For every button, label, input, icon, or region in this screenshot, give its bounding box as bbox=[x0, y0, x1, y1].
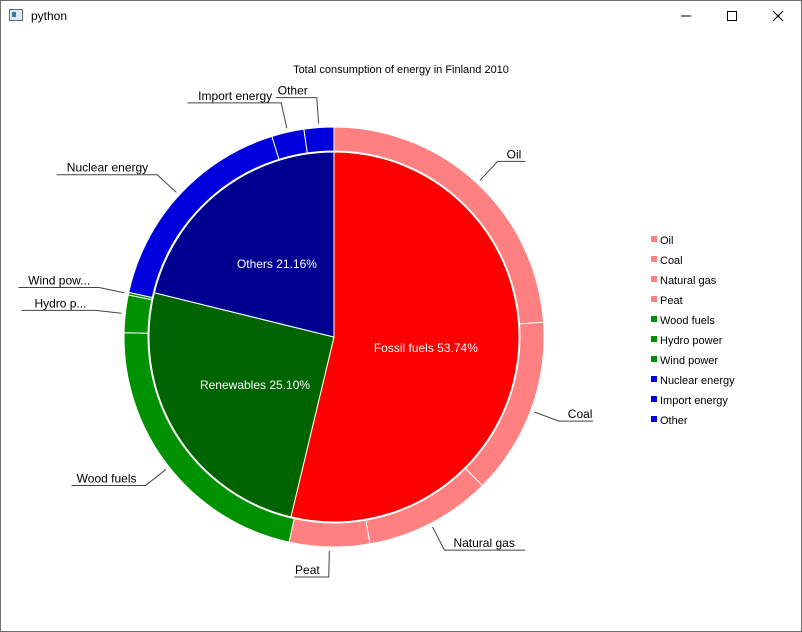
legend-swatch bbox=[651, 396, 657, 402]
callout-label: Nuclear energy bbox=[67, 161, 148, 175]
slice-label: Others 21.16% bbox=[237, 257, 317, 271]
callout-label: Hydro p... bbox=[34, 296, 86, 310]
legend-swatch bbox=[651, 236, 657, 242]
minimize-button[interactable] bbox=[663, 1, 709, 31]
chart-title: Total consumption of energy in Finland 2… bbox=[293, 64, 509, 76]
legend-item: Wind power bbox=[660, 355, 718, 367]
slice-label: Renewables 25.10% bbox=[200, 378, 310, 392]
callout-line bbox=[56, 174, 177, 193]
callout-line bbox=[294, 550, 330, 578]
title-bar[interactable]: python bbox=[1, 1, 801, 31]
pie-slice-fossil-fuels bbox=[290, 151, 520, 523]
legend-swatch bbox=[651, 316, 657, 322]
chart-canvas: Total consumption of energy in Finland 2… bbox=[18, 64, 735, 578]
callout-line bbox=[479, 160, 526, 181]
app-icon bbox=[9, 9, 23, 21]
legend-swatch bbox=[651, 356, 657, 362]
callout-label: Coal bbox=[568, 407, 593, 421]
callout-label: Wind pow... bbox=[28, 273, 90, 287]
ring-segment-hydro-power bbox=[123, 294, 153, 334]
callout-line bbox=[18, 286, 125, 294]
legend-item: Natural gas bbox=[660, 275, 717, 287]
slice-label: Fossil fuels 53.74% bbox=[374, 341, 478, 355]
ring-segment-other bbox=[303, 126, 335, 154]
legend-swatch bbox=[651, 276, 657, 282]
legend-swatch bbox=[651, 376, 657, 382]
maximize-icon bbox=[727, 11, 737, 21]
callout-label: Natural gas bbox=[453, 536, 514, 550]
callout-labels: Oil Coal Natural gas Peat Wood fuels Hydro p.… bbox=[18, 84, 594, 578]
callout-label: Wood fuels bbox=[77, 472, 137, 486]
pie-slice-others bbox=[153, 151, 335, 338]
callout-line bbox=[21, 309, 122, 314]
callout-label: Other bbox=[278, 84, 308, 98]
legend-item: Oil bbox=[660, 235, 673, 247]
callout-line bbox=[534, 411, 594, 422]
maximize-button[interactable] bbox=[709, 1, 755, 31]
callout-line bbox=[187, 102, 288, 129]
legend: Oil Coal Natural gas Peat Wood fuels Hydro po… bbox=[651, 235, 735, 427]
legend-item: Coal bbox=[660, 255, 683, 267]
legend-item: Other bbox=[660, 415, 688, 427]
legend-swatch bbox=[651, 256, 657, 262]
ring-segment-peat bbox=[288, 518, 371, 548]
legend-swatch bbox=[651, 336, 657, 342]
callout-line bbox=[275, 97, 320, 124]
callout-label: Peat bbox=[295, 563, 320, 577]
pie-slice-renewables bbox=[148, 292, 335, 518]
callout-label: Import energy bbox=[198, 89, 272, 103]
legend-item: Peat bbox=[660, 295, 683, 307]
callout-line bbox=[71, 469, 167, 487]
legend-item: Wood fuels bbox=[660, 315, 715, 327]
legend-item: Import energy bbox=[660, 395, 728, 407]
close-icon bbox=[772, 10, 784, 22]
callout-label: Oil bbox=[507, 147, 522, 161]
minimize-icon bbox=[681, 15, 691, 17]
inner-pie: Fossil fuels 53.74% Renewables 25.10% Othe… bbox=[148, 151, 520, 523]
outer-ring bbox=[123, 126, 545, 548]
legend-item: Hydro power bbox=[660, 335, 723, 347]
close-button[interactable] bbox=[755, 1, 801, 31]
legend-item: Nuclear energy bbox=[660, 375, 735, 387]
callout-line bbox=[432, 526, 526, 551]
legend-swatch bbox=[651, 296, 657, 302]
legend-swatch bbox=[651, 416, 657, 422]
window-title: python bbox=[31, 9, 68, 23]
